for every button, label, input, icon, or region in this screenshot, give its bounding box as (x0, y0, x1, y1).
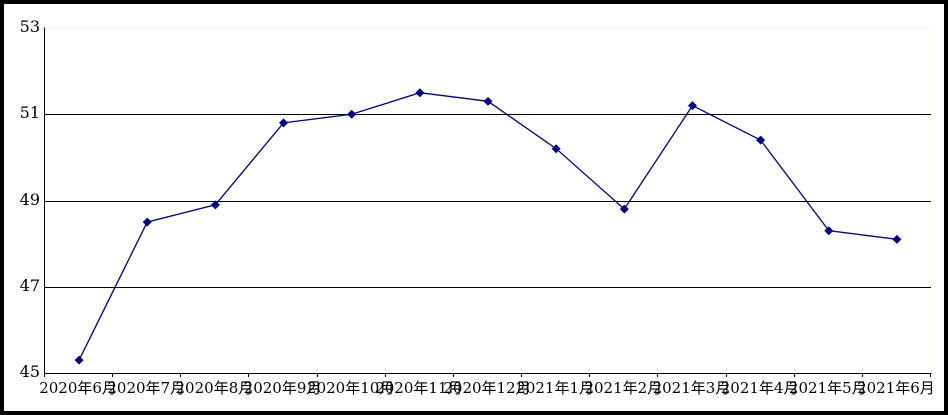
data-point-diamond-marker (824, 226, 834, 236)
data-point-diamond-marker (756, 135, 766, 145)
x-axis-category-label: 2020年8月 (175, 379, 254, 397)
x-axis-tick (248, 373, 250, 377)
x-axis-category-label: 2021年3月 (652, 379, 731, 397)
plot-area (44, 27, 932, 374)
x-axis-tick (725, 373, 727, 377)
y-axis-tick-label: 45 (19, 362, 40, 381)
x-axis-tick (112, 373, 114, 377)
x-axis-tick (861, 373, 863, 377)
series-line (78, 92, 897, 361)
y-axis-tick-label: 47 (19, 275, 40, 295)
data-point-diamond-marker (892, 234, 902, 244)
x-axis-tick (180, 373, 182, 377)
x-axis-tick (384, 373, 386, 377)
gridline-y-49 (45, 200, 931, 202)
gridline-y-47 (45, 286, 931, 288)
x-axis-tick (316, 373, 318, 377)
x-axis-tick (589, 373, 591, 377)
x-axis-category-label: 2021年1月 (516, 379, 594, 397)
x-axis-category-label: 2021年6月 (857, 379, 935, 397)
x-axis-category-label: 2020年9月 (243, 379, 322, 397)
x-axis-tick (657, 373, 659, 377)
data-point-diamond-marker (347, 109, 357, 119)
y-axis-tick-label: 49 (19, 189, 40, 209)
data-point-diamond-marker (551, 144, 561, 154)
x-axis-category-label: 2021年5月 (788, 379, 867, 397)
data-point-diamond-marker (619, 204, 629, 214)
x-axis-category-label: 2020年11月 (375, 379, 463, 397)
x-axis-tick (793, 373, 795, 377)
data-point-diamond-marker (483, 96, 493, 106)
y-axis-tick-label: 53 (19, 17, 40, 36)
gridline-y-51 (45, 114, 931, 116)
data-point-diamond-marker (142, 217, 152, 227)
x-axis-tick (930, 373, 931, 377)
x-axis-category-label: 2020年7月 (107, 379, 186, 397)
x-axis-category-label: 2021年4月 (720, 379, 799, 397)
x-axis-tick (521, 373, 523, 377)
data-point-diamond-marker (74, 355, 84, 365)
x-axis-tick (452, 373, 454, 377)
data-point-diamond-marker (210, 200, 220, 210)
x-axis-tick (44, 373, 45, 377)
data-point-diamond-marker (415, 88, 425, 98)
x-axis-category-label: 2020年10月 (307, 379, 395, 397)
x-axis-category-label: 2021年2月 (584, 379, 663, 397)
x-axis-category-label: 2020年12月 (443, 379, 531, 397)
y-axis-tick-label: 51 (19, 103, 40, 123)
data-series-svg (74, 88, 902, 365)
data-point-diamond-marker (687, 101, 697, 111)
x-axis-category-label: 2020年6月 (39, 379, 117, 397)
data-point-diamond-marker (279, 118, 289, 128)
